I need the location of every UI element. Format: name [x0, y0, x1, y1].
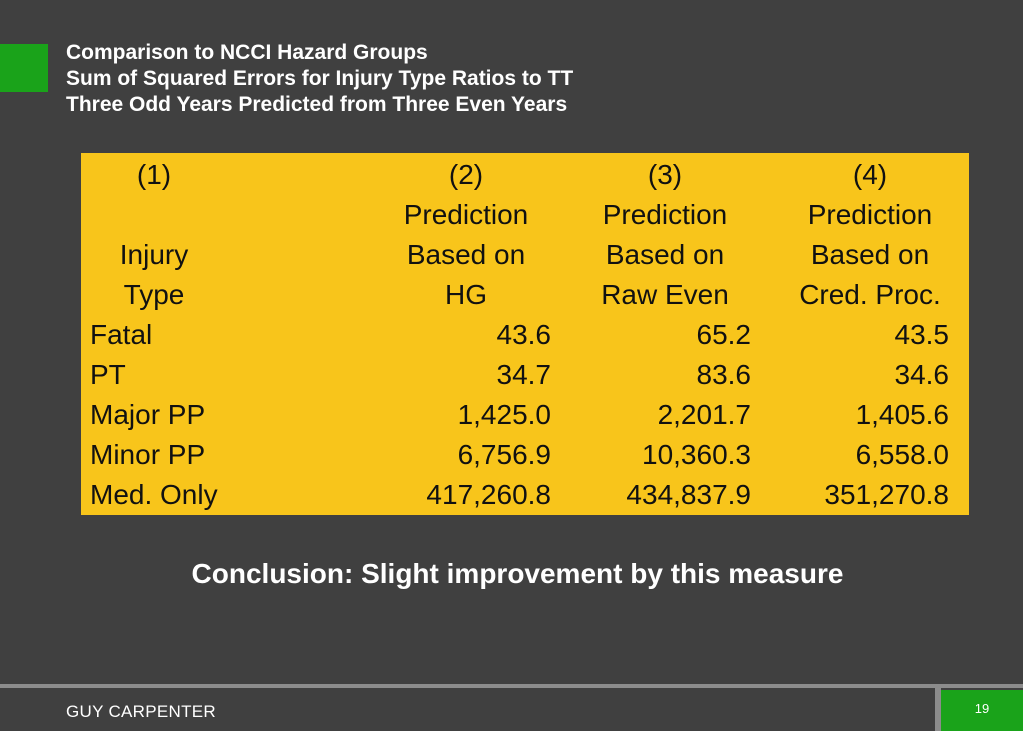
table-row: Fatal 43.6 65.2 43.5: [81, 315, 969, 355]
header-cell: Based on: [810, 239, 930, 270]
results-table: (1) (2) (3) (4) Prediction Prediction Pr…: [81, 155, 969, 515]
injury-type-cell: Minor PP: [90, 439, 206, 470]
value-cell: 10,360.3: [642, 439, 751, 470]
header-cell: (4): [852, 159, 888, 190]
title-line-2: Sum of Squared Errors for Injury Type Ra…: [66, 67, 574, 90]
title-line-3: Three Odd Years Predicted from Three Eve…: [66, 93, 568, 116]
header-cell: Prediction: [403, 199, 529, 230]
header-cell: Cred. Proc.: [799, 279, 941, 310]
header-cell: Prediction: [602, 199, 728, 230]
value-cell: 2,201.7: [657, 399, 751, 430]
title-line-1: Comparison to NCCI Hazard Groups: [66, 41, 428, 64]
footer-divider: [0, 684, 1023, 688]
value-cell: 434,837.9: [626, 479, 751, 510]
header-cell: Based on: [605, 239, 725, 270]
company-logo-text: GUY CARPENTER: [66, 702, 217, 721]
value-cell: 417,260.8: [426, 479, 551, 510]
injury-type-cell: PT: [90, 359, 126, 390]
header-cell: (2): [448, 159, 484, 190]
header-row: (1) (2) (3) (4): [81, 155, 969, 195]
value-cell: 1,425.0: [457, 399, 551, 430]
page-number: 19: [941, 690, 1023, 731]
table-row: Major PP 1,425.0 2,201.7 1,405.6: [81, 395, 969, 435]
header-cell: Prediction: [807, 199, 933, 230]
footer-separator: [935, 688, 941, 731]
header-cell: [81, 195, 371, 235]
results-table-box: (1) (2) (3) (4) Prediction Prediction Pr…: [81, 153, 969, 515]
table-row: PT 34.7 83.6 34.6: [81, 355, 969, 395]
value-cell: 1,405.6: [855, 399, 949, 430]
table-row: Minor PP 6,756.9 10,360.3 6,558.0: [81, 435, 969, 475]
green-accent-square: [0, 44, 48, 92]
header-cell: Injury: [119, 239, 189, 270]
header-cell: Raw Even: [601, 279, 729, 310]
value-cell: 34.6: [894, 359, 950, 390]
header-cell: HG: [445, 279, 487, 310]
header-row: Type HG Raw Even Cred. Proc.: [81, 275, 969, 315]
header-cell: Type: [123, 279, 185, 310]
header-cell: Based on: [406, 239, 526, 270]
header-row: Prediction Prediction Prediction: [81, 195, 969, 235]
table-row: Med. Only 417,260.8 434,837.9 351,270.8: [81, 475, 969, 515]
header-row: Injury Based on Based on Based on: [81, 235, 969, 275]
value-cell: 6,756.9: [457, 439, 551, 470]
header-cell: (1): [136, 159, 172, 190]
footer-bar: [0, 688, 935, 731]
value-cell: 34.7: [496, 359, 552, 390]
injury-type-cell: Fatal: [90, 319, 153, 350]
value-cell: 43.6: [496, 319, 552, 350]
slide-title: Comparison to NCCI Hazard Groups Sum of …: [66, 40, 573, 118]
injury-type-cell: Med. Only: [90, 479, 218, 510]
value-cell: 65.2: [696, 319, 752, 350]
header-cell: (3): [647, 159, 683, 190]
value-cell: 351,270.8: [824, 479, 949, 510]
conclusion-text: Conclusion: Slight improvement by this m…: [191, 558, 844, 589]
value-cell: 43.5: [894, 319, 950, 350]
value-cell: 83.6: [696, 359, 752, 390]
value-cell: 6,558.0: [855, 439, 949, 470]
injury-type-cell: Major PP: [90, 399, 206, 430]
